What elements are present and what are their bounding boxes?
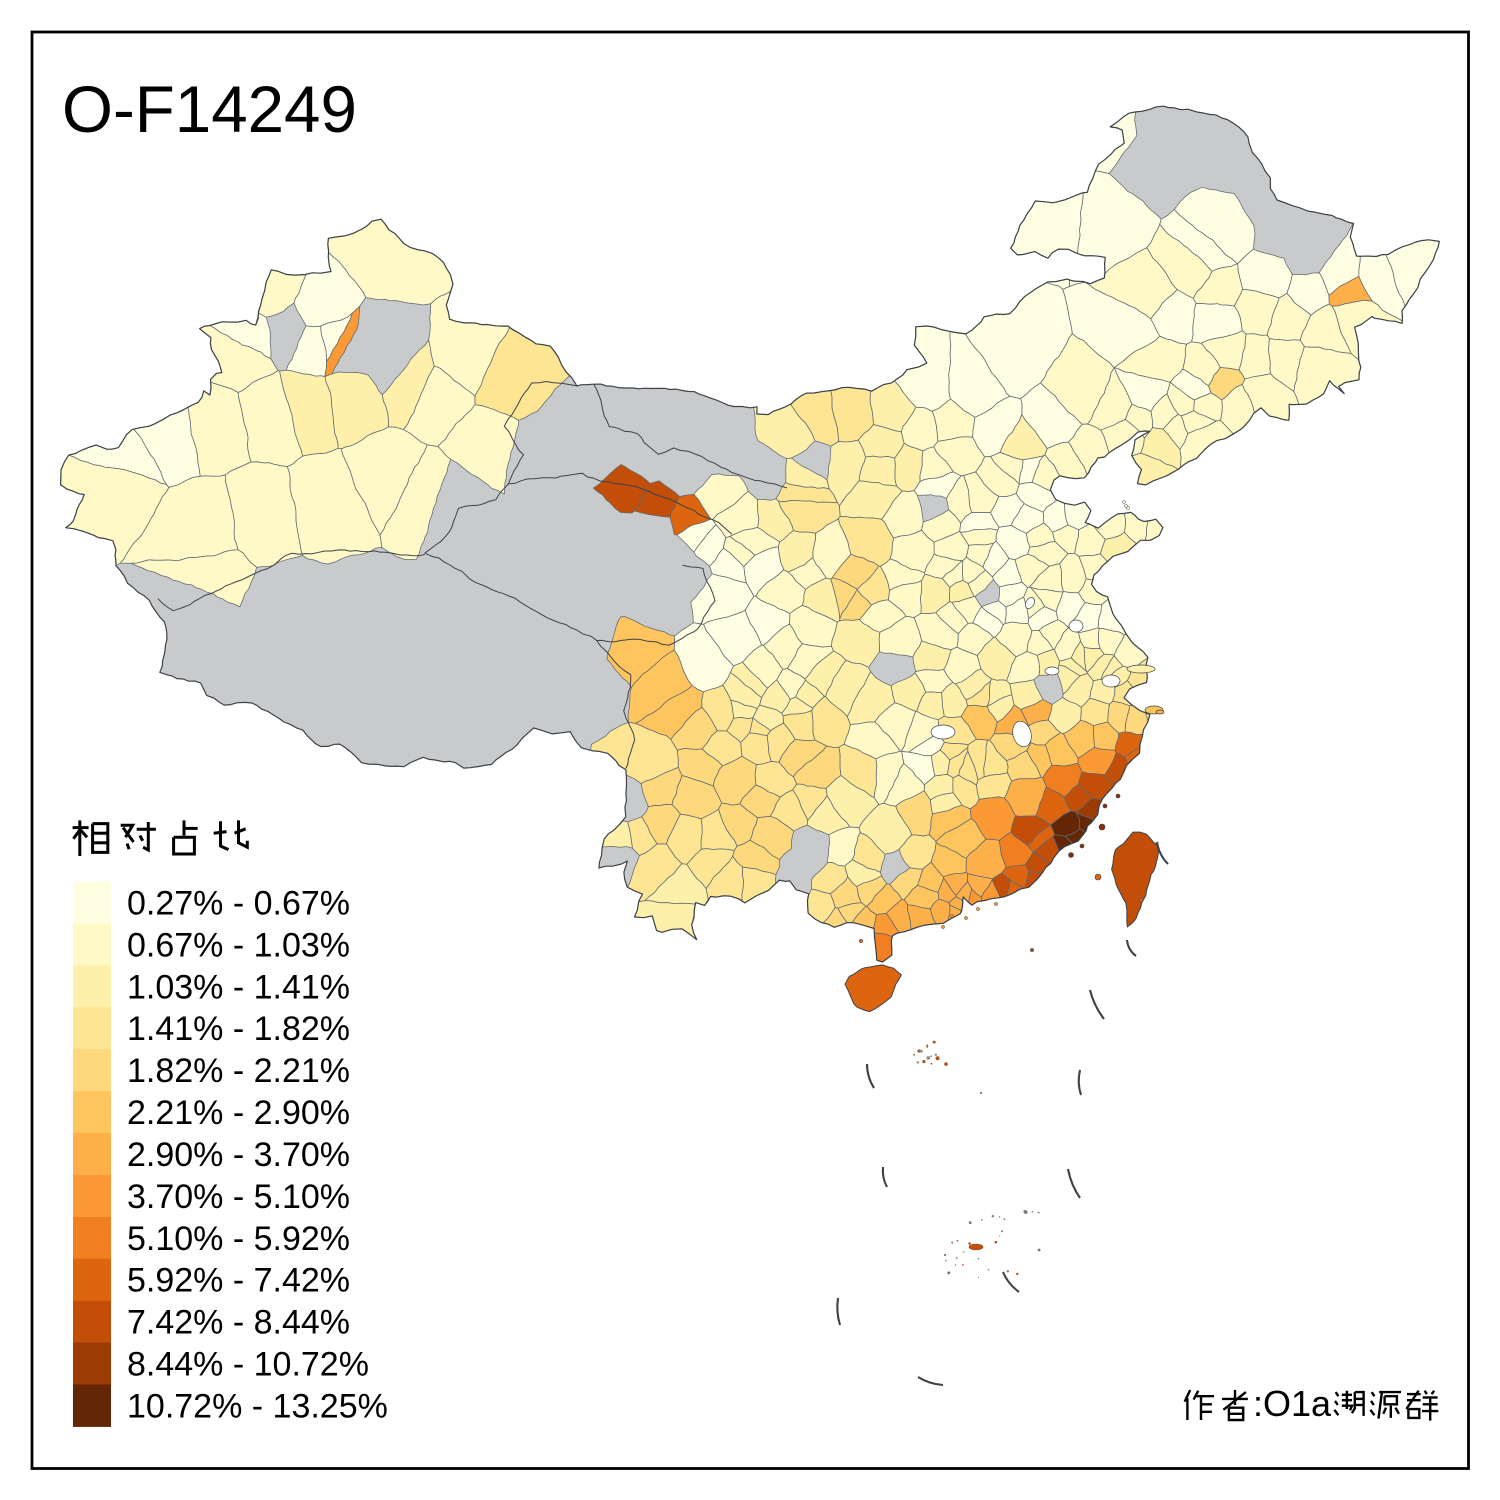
svg-text:5.10% - 5.92%: 5.10% - 5.92%	[127, 1220, 350, 1258]
svg-text:8.44% - 10.72%: 8.44% - 10.72%	[127, 1346, 369, 1384]
svg-text:1.03% - 1.41%: 1.03% - 1.41%	[127, 968, 350, 1006]
svg-text:7.42% - 8.44%: 7.42% - 8.44%	[127, 1304, 350, 1342]
svg-text:10.72% - 13.25%: 10.72% - 13.25%	[127, 1388, 388, 1426]
svg-text:1.82% - 2.21%: 1.82% - 2.21%	[127, 1052, 350, 1090]
svg-text:O-F14249: O-F14249	[62, 73, 357, 146]
svg-text:0.27% - 0.67%: 0.27% - 0.67%	[127, 884, 350, 922]
svg-text:3.70% - 5.10%: 3.70% - 5.10%	[127, 1178, 350, 1216]
svg-text:1.41% - 1.82%: 1.41% - 1.82%	[127, 1010, 350, 1048]
svg-text:5.92% - 7.42%: 5.92% - 7.42%	[127, 1262, 350, 1300]
svg-text:0.67% - 1.03%: 0.67% - 1.03%	[127, 926, 350, 964]
svg-text:2.90% - 3.70%: 2.90% - 3.70%	[127, 1136, 350, 1174]
svg-text:2.21% - 2.90%: 2.21% - 2.90%	[127, 1094, 350, 1132]
svg-text::O1a: :O1a	[1253, 1383, 1332, 1424]
